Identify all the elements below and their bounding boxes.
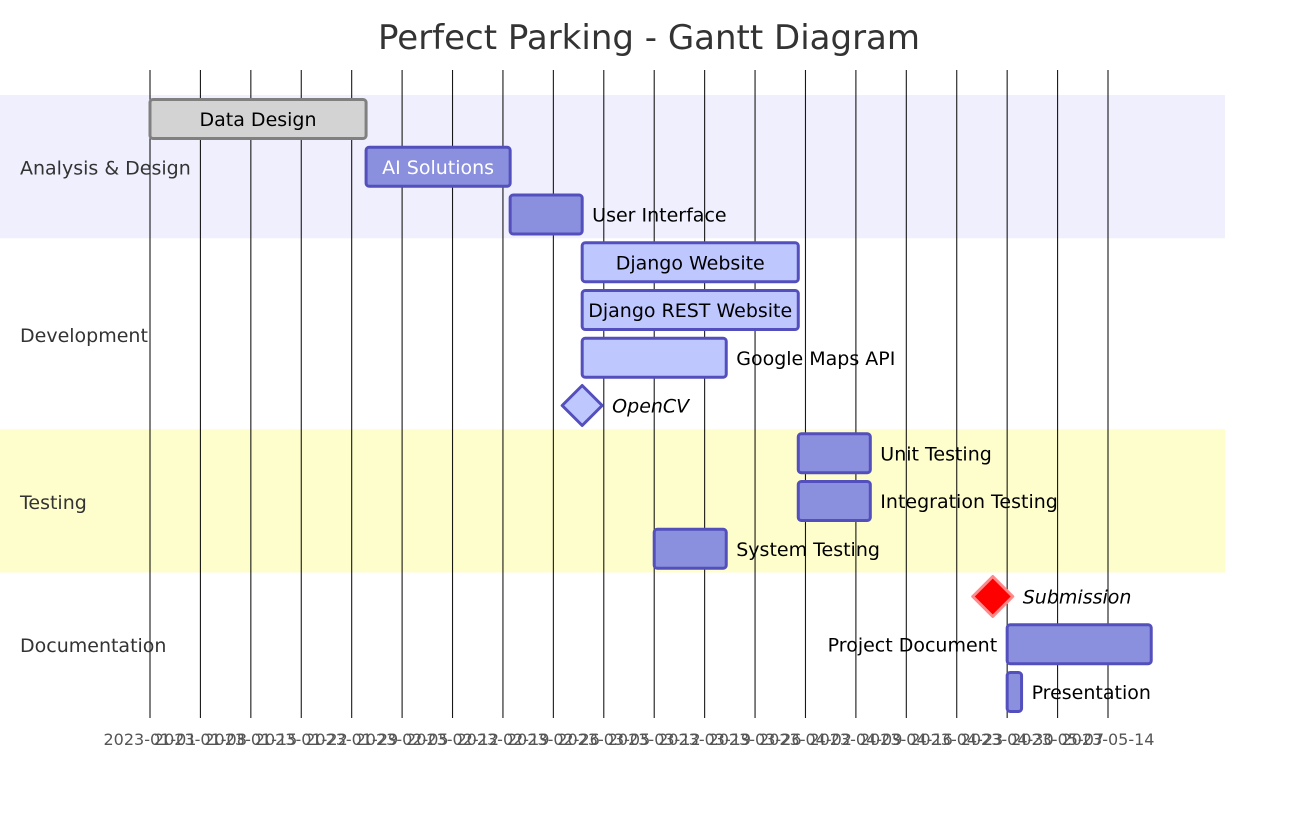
x-tick-label: 2023-04-23 [910, 730, 1003, 749]
x-tick-label: 2023-01-15 [204, 730, 297, 749]
x-tick-label: 2023-05-07 [1011, 730, 1104, 749]
task-bar [580, 289, 800, 331]
task-label: Data Design [200, 109, 317, 131]
task-label: Django Website [616, 252, 765, 274]
x-axis-ticks: 2023-01-012023-01-082023-01-152023-01-22… [104, 730, 1155, 749]
task-bar [796, 432, 872, 475]
task-label: Presentation [1032, 682, 1151, 704]
x-tick-label: 2023-04-16 [860, 730, 953, 749]
x-tick-label: 2023-04-02 [759, 730, 852, 749]
task-bars: Data Design AI Solutions User Interface Dja… [148, 98, 1153, 713]
section-label: Testing [19, 492, 87, 514]
milestone-label: Submission [1023, 587, 1132, 609]
x-tick-label: 2023-01-08 [154, 730, 247, 749]
task-bar [1005, 671, 1024, 713]
x-tick-label: 2023-04-09 [809, 730, 902, 749]
chart-title: Perfect Parking - Gantt Diagram [378, 18, 920, 58]
task-bar [508, 193, 584, 236]
task-label: Google Maps API [736, 348, 895, 370]
x-tick-label: 2023-04-30 [961, 730, 1054, 749]
x-tick-label: 2023-03-12 [608, 730, 701, 749]
x-tick-label: 2023-03-26 [709, 730, 802, 749]
task-bar [580, 241, 800, 284]
task-label: Unit Testing [880, 443, 992, 465]
task-bar [796, 480, 872, 522]
task-bar [1005, 623, 1153, 666]
section-label: Documentation [20, 635, 166, 657]
x-tick-label: 2023-02-12 [406, 730, 499, 749]
x-tick-label: 2023-02-26 [507, 730, 600, 749]
task-label: User Interface [592, 205, 726, 227]
x-tick-label: 2023-01-22 [255, 730, 348, 749]
task-label: Project Document [828, 634, 997, 656]
x-tick-label: 2023-01-01 [104, 730, 197, 749]
task-label: System Testing [736, 539, 880, 561]
section-labels: Analysis & Design Development Testing Docum… [19, 158, 191, 658]
x-tick-label: 2023-03-05 [557, 730, 650, 749]
section-bands [0, 95, 1225, 717]
x-tick-label: 2023-02-05 [356, 730, 449, 749]
x-tick-label: 2023-03-19 [658, 730, 751, 749]
section-label: Development [20, 325, 148, 347]
task-bar [148, 98, 368, 140]
section-label: Analysis & Design [20, 158, 191, 180]
x-tick-label: 2023-01-29 [305, 730, 398, 749]
task-bar [580, 336, 728, 379]
milestone-label: OpenCV [612, 396, 691, 418]
section-band [0, 429, 1225, 574]
task-label: AI Solutions [382, 157, 494, 179]
task-label: Django REST Website [588, 300, 792, 322]
task-label: Integration Testing [880, 491, 1058, 513]
time-grid [149, 70, 1109, 718]
task-bar [364, 145, 512, 188]
x-tick-label: 2023-02-19 [456, 730, 549, 749]
x-tick-label: 2023-05-14 [1062, 730, 1155, 749]
milestone-marker [971, 575, 1015, 618]
task-bar [652, 527, 728, 570]
milestone-marker [560, 384, 604, 427]
